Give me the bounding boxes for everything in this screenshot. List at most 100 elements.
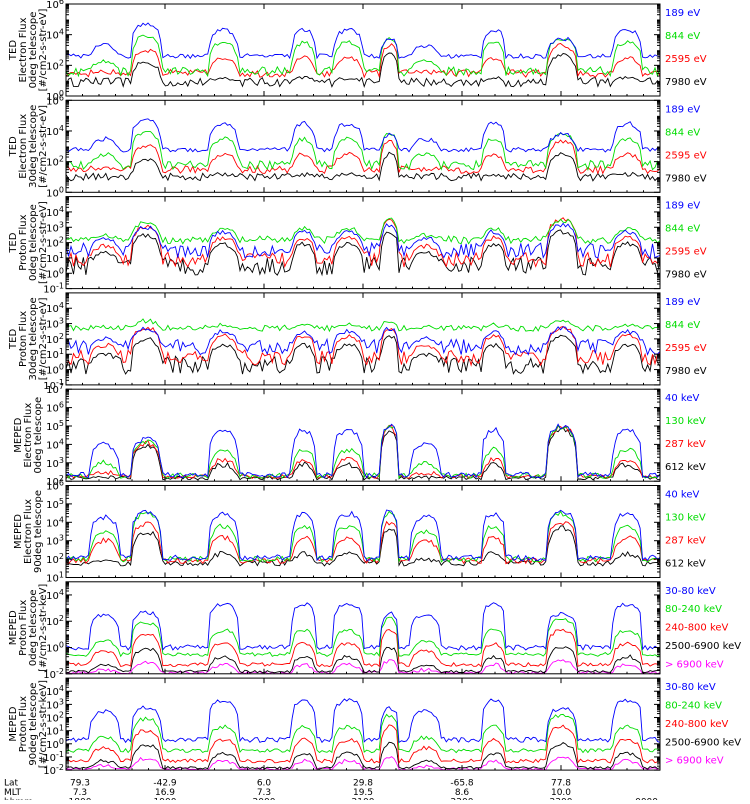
legend-entry: 189 eV: [665, 104, 700, 115]
y-axis-label: 30deg telescope: [28, 105, 39, 188]
y-tick-label: 10-1: [43, 378, 64, 392]
series-line: [66, 217, 660, 245]
legend-entry: 2595 eV: [665, 343, 707, 354]
series-line: [66, 525, 660, 567]
x-tick-label: 8.6: [455, 788, 470, 798]
x-tick-label: 7.3: [257, 788, 271, 798]
x-row-label: Lat: [4, 778, 19, 788]
y-tick-label: 104: [46, 301, 64, 315]
series-line: [66, 509, 660, 562]
y-tick-label: 102: [46, 332, 64, 346]
legend-entry: 189 eV: [665, 8, 700, 19]
legend-entry: > 6900 keV: [665, 659, 724, 670]
y-tick-label: 101: [46, 724, 64, 738]
legend-entry: 130 keV: [665, 416, 706, 427]
series-line: [66, 713, 660, 754]
legend-entry: 30-80 keV: [665, 586, 716, 597]
legend-entry: 30-80 keV: [665, 682, 716, 693]
flux-panel: 100 102 104 106 TED Electron Flux 0deg telesco…: [8, 0, 707, 103]
series-line: [66, 628, 660, 668]
series-group: [66, 118, 660, 182]
y-axis-label: 30deg telescope: [28, 297, 39, 380]
series-line: [66, 52, 660, 88]
y-axis-label: MEPED: [8, 610, 19, 645]
y-axis-label: Electron Flux: [18, 17, 29, 82]
series-line: [66, 698, 660, 744]
x-tick-label: 79.3: [70, 778, 90, 788]
y-tick-label: 105: [46, 419, 64, 433]
y-tick-label: 106: [46, 93, 64, 107]
x-tick-label: 10.0: [551, 788, 571, 798]
y-tick-label: 104: [46, 437, 64, 451]
y-tick-label: 102: [46, 614, 64, 628]
y-axis-label: TED: [8, 329, 19, 350]
series-group: [66, 602, 660, 674]
legend-entry: 7980 eV: [665, 173, 707, 184]
y-tick-label: 103: [46, 697, 64, 711]
y-tick-label: 103: [46, 456, 64, 470]
y-tick-label: 100: [46, 641, 64, 655]
y-tick-label: 103: [46, 317, 64, 331]
y-tick-label: 101: [46, 347, 64, 361]
series-line: [66, 318, 660, 333]
y-tick-label: 100: [46, 266, 64, 280]
y-tick-label: 104: [46, 124, 64, 138]
legend-entry: 2500-6900 keV: [665, 641, 741, 652]
series-line: [66, 510, 660, 563]
legend-entry: 287 keV: [665, 536, 706, 547]
y-axis-label: Proton Flux: [18, 600, 29, 656]
y-tick-label: 103: [46, 220, 64, 234]
y-tick-label: 102: [46, 58, 64, 72]
series-line: [66, 34, 660, 78]
y-tick-label: 104: [46, 205, 64, 219]
y-axis-label: [#/cm2-s-str-eV]: [38, 9, 49, 92]
series-line: [66, 602, 660, 651]
y-tick-label: 100: [46, 89, 64, 103]
series-group: [66, 217, 660, 277]
series-group: [66, 22, 660, 88]
y-tick-label: 101: [46, 251, 64, 265]
y-tick-label: 100: [46, 737, 64, 751]
y-tick-label: 102: [46, 474, 64, 488]
series-line: [66, 423, 660, 479]
x-tick-label: 16.9: [155, 788, 175, 798]
y-tick-label: 104: [46, 684, 64, 698]
y-tick-label: 10-1: [43, 282, 64, 296]
legend-entry: 612 keV: [665, 462, 706, 473]
series-line: [66, 22, 660, 60]
y-axis-label: TED: [8, 232, 19, 253]
y-axis-label: 90deg telescope: [33, 490, 44, 573]
series-line: [66, 131, 660, 171]
x-tick-label: -65.8: [450, 778, 474, 788]
y-tick-label: 100: [46, 185, 64, 199]
legend-entry: 40 keV: [665, 490, 699, 501]
series-line: [66, 334, 660, 375]
y-axis-label: Proton Flux: [18, 311, 29, 367]
y-tick-label: 105: [46, 497, 64, 511]
y-tick-label: 107: [46, 382, 64, 396]
y-axis-label: Electron Flux: [23, 403, 34, 468]
x-tick-label: -42.9: [153, 778, 177, 788]
panel-frame: [65, 292, 661, 386]
series-line: [66, 151, 660, 182]
y-axis-label: MEPED: [13, 514, 24, 549]
series-line: [66, 724, 660, 765]
y-tick-label: 10-1: [43, 750, 64, 764]
y-axis-label: MEPED: [8, 706, 19, 741]
flux-panel: 102 103 104 105 106 107 MEPED Electron Flux 0deg…: [13, 382, 706, 488]
legend-entry: 7980 eV: [665, 270, 707, 281]
legend-entry: 844 eV: [665, 31, 700, 42]
legend-entry: 844 eV: [665, 320, 700, 331]
series-group: [66, 318, 660, 375]
y-axis-label: TED: [8, 136, 19, 157]
series-group: [66, 698, 660, 771]
legend-entry: 2595 eV: [665, 150, 707, 161]
y-axis-label: [#/cm2-s-str-eV]: [38, 105, 49, 188]
y-tick-label: 102: [46, 711, 64, 725]
x-tick-label: 29.8: [353, 778, 373, 788]
panel-frame: [65, 196, 661, 290]
legend-entry: 612 keV: [665, 559, 706, 570]
